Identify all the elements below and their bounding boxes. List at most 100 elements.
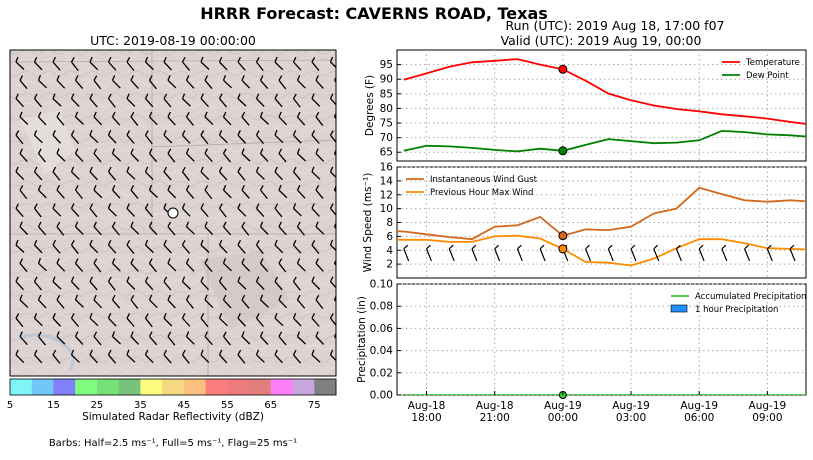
wind-barb (89, 312, 99, 327)
wind-barb (33, 312, 43, 327)
wind-barb (181, 313, 191, 327)
barb-staff (222, 153, 231, 163)
wind-barb (130, 221, 140, 235)
wind-barb (200, 349, 210, 364)
wind-barb (93, 221, 102, 236)
barb-flag (218, 56, 223, 63)
reflectivity-colorbar: 5 15 25 35 45 55 65 75 (7, 378, 337, 411)
barb-flag (218, 166, 223, 173)
wind-barb (70, 313, 80, 328)
barb-staff (70, 61, 79, 72)
wind-barb (126, 56, 135, 71)
barb-staff (315, 153, 325, 162)
barb-flag (126, 203, 130, 209)
barb-staff (200, 317, 209, 328)
wind-barb (37, 258, 47, 272)
barb-staff (278, 153, 287, 163)
barb-flag (163, 203, 167, 209)
barb-staff (108, 171, 117, 181)
wind-barb (56, 148, 66, 162)
barb-flag (255, 276, 260, 282)
wind-barb (274, 239, 284, 254)
barb-flag (167, 294, 171, 301)
x-tick-label-date: Aug-19 (680, 400, 718, 412)
wind-barb (274, 166, 283, 181)
barb-flag (130, 75, 134, 81)
barb-staff (52, 281, 62, 290)
wind-barb (296, 258, 306, 272)
wind-barb (89, 56, 99, 71)
barb-flag (33, 349, 38, 356)
wind-barb (274, 129, 284, 144)
wind-barb (278, 111, 288, 126)
barb-staff (75, 226, 84, 235)
barb-staff (186, 262, 195, 272)
wind-barb (218, 239, 228, 254)
barb-flag (56, 184, 60, 191)
barb-staff (260, 226, 269, 235)
barb-flag (653, 244, 659, 250)
barb-flag (241, 294, 246, 301)
wind-barb (181, 56, 191, 71)
barb-staff (293, 317, 302, 327)
colorbar-swatch (314, 379, 337, 395)
barb-staff (149, 116, 158, 126)
barb-flag (329, 349, 334, 356)
barb-staff (145, 61, 154, 71)
wind-barb (93, 75, 102, 90)
wind-barb (278, 148, 287, 163)
barb-staff (182, 61, 191, 71)
barb-flag (181, 130, 186, 136)
barb-staff (274, 134, 284, 144)
wind-barb (766, 244, 773, 262)
wind-barb (185, 75, 195, 89)
barb-staff (186, 189, 195, 199)
wind-barb (259, 258, 269, 273)
barb-flag (56, 258, 60, 264)
temperature-current-marker (558, 64, 568, 74)
barb-staff (52, 317, 61, 327)
barb-flag (222, 75, 227, 81)
barb-staff (19, 79, 28, 90)
barb-staff (311, 207, 320, 217)
barb-flag (311, 93, 315, 99)
wind-barb (167, 75, 177, 89)
wind-barb (126, 130, 135, 144)
county-line (151, 139, 336, 148)
barb-flag (37, 75, 42, 81)
barb-staff (219, 354, 228, 364)
barb-staff (93, 336, 102, 346)
barb-flag (126, 166, 130, 173)
barb-staff (204, 116, 214, 126)
barb-flag (237, 203, 241, 209)
barb-flag (218, 276, 223, 282)
barb-staff (149, 299, 158, 309)
wind-barb (185, 294, 194, 309)
wind-barb (675, 244, 682, 262)
barb-staff (223, 226, 232, 236)
y-tick-label: 0.06 (370, 323, 394, 335)
barb-flag (89, 93, 94, 99)
barb-flag (181, 203, 186, 209)
y-tick-label: 0.02 (370, 367, 393, 379)
barb-flag (185, 148, 190, 154)
wind-barb (296, 111, 306, 126)
barb-staff (56, 336, 66, 345)
wind-barb (315, 331, 325, 345)
barb-staff (698, 248, 705, 262)
barb-staff (108, 244, 117, 254)
legend-label: Accumulated Precipitation (695, 292, 806, 302)
wind-barb (144, 56, 154, 71)
y-tick-label: 95 (380, 59, 393, 71)
barb-flag (311, 130, 316, 136)
wind-barb (107, 276, 116, 291)
barb-flag (315, 294, 320, 301)
barb-flag (448, 244, 454, 250)
y-tick-label: 2 (386, 259, 393, 271)
wind-barb (15, 276, 24, 291)
wind-barb (167, 111, 176, 126)
barb-staff (34, 317, 43, 327)
wind-barb (274, 203, 283, 218)
barb-staff (144, 317, 153, 328)
